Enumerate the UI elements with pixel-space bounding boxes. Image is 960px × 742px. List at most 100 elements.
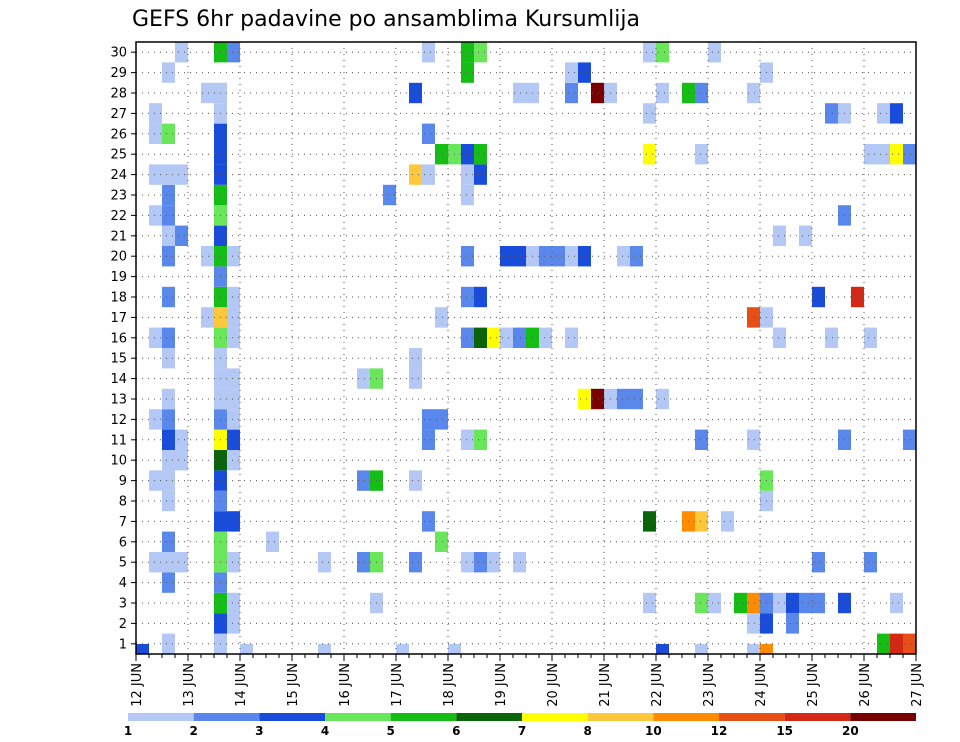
x-tick-label: 25 JUN <box>806 663 821 707</box>
heatmap-cell <box>201 82 214 104</box>
heatmap-cell <box>227 511 240 532</box>
heatmap-cell <box>474 429 487 450</box>
heatmap-cell <box>162 62 175 83</box>
y-tick-label: 15 <box>110 352 127 367</box>
colorbar-swatch <box>653 713 719 721</box>
heatmap-cell <box>318 644 331 654</box>
colorbar-legend: 1 2 3 4 5 6 7 8 10 12 15 20 <box>124 713 916 738</box>
heatmap-cell <box>773 592 786 614</box>
y-tick-label: 30 <box>110 46 127 61</box>
heatmap-cell <box>656 42 669 63</box>
heatmap-cell <box>890 103 903 124</box>
heatmap-cell <box>162 286 175 308</box>
heatmap-cell <box>513 327 526 348</box>
y-axis: 1234567891011121314151617181920212223242… <box>110 46 136 652</box>
y-tick-label: 18 <box>110 291 127 306</box>
heatmap-cell <box>760 644 773 654</box>
heatmap-cell <box>708 592 721 614</box>
y-tick-label: 8 <box>119 495 127 510</box>
x-tick-label: 24 JUN <box>754 663 769 707</box>
y-tick-label: 13 <box>110 393 127 408</box>
y-tick-label: 7 <box>119 515 127 530</box>
heatmap-cell <box>903 633 916 654</box>
y-tick-label: 9 <box>119 474 127 489</box>
heatmap-cell <box>656 388 669 410</box>
heatmap-cell <box>162 205 175 226</box>
heatmap-cell <box>149 103 162 124</box>
x-tick-label: 18 JUN <box>442 663 457 707</box>
heatmap-cell <box>162 123 175 144</box>
heatmap-cell <box>227 388 240 410</box>
heatmap-cell <box>422 429 435 450</box>
heatmap-cell <box>162 348 175 369</box>
y-tick-label: 24 <box>110 168 127 183</box>
heatmap-cell <box>227 307 240 328</box>
colorbar-swatch <box>128 713 194 721</box>
y-tick-label: 21 <box>110 229 127 244</box>
heatmap-cell <box>227 592 240 614</box>
y-tick-label: 11 <box>110 433 127 448</box>
heatmap-cell <box>357 470 370 491</box>
heatmap-cell <box>435 409 448 430</box>
heatmap-cell <box>513 82 526 104</box>
colorbar-swatch <box>850 713 916 721</box>
heatmap-cell <box>149 164 162 185</box>
heatmap-cell <box>409 348 422 369</box>
heatmap-cell <box>474 164 487 185</box>
heatmap-cell <box>617 388 630 410</box>
heatmap-cell <box>474 286 487 308</box>
heatmap-cell <box>461 42 474 63</box>
heatmap-cell <box>643 42 656 63</box>
heatmap-cell <box>578 388 591 410</box>
heatmap-cell <box>162 490 175 512</box>
heatmap-cell <box>149 470 162 491</box>
colorbar-swatch <box>522 713 588 721</box>
colorbar-tick-label: 8 <box>583 724 591 738</box>
x-tick-label: 14 JUN <box>234 663 249 707</box>
heatmap-cell <box>162 572 175 593</box>
heatmap-cell <box>591 388 604 410</box>
heatmap-cell <box>396 644 409 654</box>
colorbar-swatch <box>587 713 654 721</box>
heatmap-cell <box>240 644 253 654</box>
colorbar-tick-label: 5 <box>386 724 394 738</box>
heatmap-cell <box>474 42 487 63</box>
heatmap-cell <box>227 450 240 471</box>
heatmap-cell <box>149 552 162 573</box>
heatmap-cell <box>175 225 188 246</box>
heatmap-cell <box>786 592 799 614</box>
heatmap-cell <box>695 511 708 532</box>
heatmap-cell <box>877 144 890 165</box>
heatmap-cell <box>643 592 656 614</box>
colorbar-tick-label: 7 <box>518 724 526 738</box>
heatmap-cell <box>227 429 240 450</box>
heatmap-cell <box>695 82 708 104</box>
y-tick-label: 26 <box>110 127 127 142</box>
heatmap-cell <box>903 144 916 165</box>
y-tick-label: 27 <box>110 107 127 122</box>
heatmap-cell <box>162 531 175 552</box>
y-tick-label: 10 <box>110 454 127 469</box>
heatmap-cell <box>500 327 513 348</box>
heatmap-cell <box>461 286 474 308</box>
heatmap-cell <box>162 164 175 185</box>
heatmap-cell <box>630 246 643 267</box>
heatmap-cell <box>643 103 656 124</box>
heatmap-cell <box>162 184 175 206</box>
heatmap-cell <box>695 644 708 654</box>
heatmap-cell <box>578 62 591 83</box>
heatmap-cell <box>864 144 877 165</box>
heatmap-cell <box>422 409 435 430</box>
y-tick-label: 4 <box>119 576 127 591</box>
x-tick-label: 20 JUN <box>546 663 561 707</box>
heatmap-cell <box>357 368 370 389</box>
heatmap-cell <box>877 103 890 124</box>
colorbar-tick-label: 20 <box>842 724 859 738</box>
heatmap-cell <box>864 552 877 573</box>
heatmap-cell <box>162 246 175 267</box>
heatmap-cell <box>903 429 916 450</box>
heatmap-cell <box>656 644 669 654</box>
y-tick-label: 20 <box>110 250 127 265</box>
heatmap-cell <box>474 144 487 165</box>
